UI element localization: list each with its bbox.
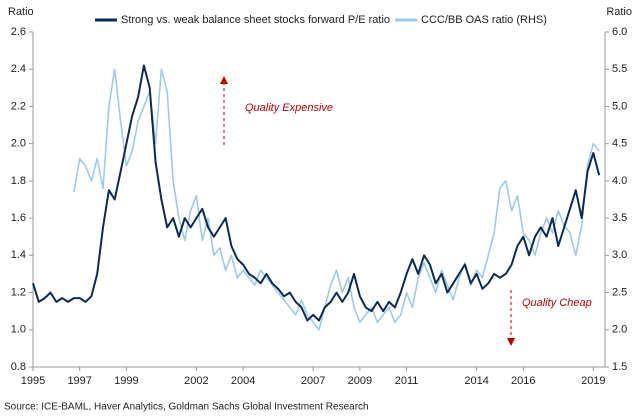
legend-label: Strong vs. weak balance sheet stocks for…	[121, 14, 390, 26]
x-tick-label: 2002	[184, 375, 208, 387]
y2-tick-label: 2.0	[612, 324, 627, 336]
series-line	[73, 68, 600, 331]
x-tick-label: 2019	[581, 375, 605, 387]
x-tick-label: 2004	[231, 375, 255, 387]
y-tick-label: 1.6	[11, 212, 26, 224]
annotation: Quality Expensive	[245, 102, 333, 114]
y2-tick-label: 3.5	[612, 212, 627, 224]
x-tick-label: 2009	[348, 375, 372, 387]
y-tick-label: 2.2	[11, 100, 26, 112]
y-tick-label: 2.4	[11, 63, 26, 75]
y-axis-label: Ratio	[8, 6, 34, 18]
y-tick-label: 0.8	[11, 361, 26, 373]
y2-tick-label: 5.5	[612, 63, 627, 75]
source-note: Source: ICE-BAML, Haver Analytics, Goldm…	[4, 402, 369, 413]
y2-tick-label: 3.0	[612, 249, 627, 261]
x-tick-label: 1997	[67, 375, 91, 387]
y2-tick-label: 5.0	[612, 100, 627, 112]
x-tick-label: 2014	[464, 375, 488, 387]
y-tick-label: 2.0	[11, 138, 26, 150]
y-tick-label: 1.4	[11, 249, 26, 261]
y2-tick-label: 4.5	[612, 138, 627, 150]
x-tick-label: 2011	[395, 375, 419, 387]
x-tick-label: 1995	[21, 375, 45, 387]
y2-tick-label: 4.0	[612, 175, 627, 187]
y2-tick-label: 1.5	[612, 361, 627, 373]
series-line	[32, 64, 601, 322]
legend-label: CCC/BB OAS ratio (RHS)	[421, 14, 547, 26]
y2-tick-label: 2.5	[612, 286, 627, 298]
y-tick-label: 1.2	[11, 286, 26, 298]
y-tick-label: 2.6	[11, 26, 26, 38]
y-tick-label: 1.8	[11, 175, 26, 187]
y2-axis-label: Ratio	[606, 6, 632, 18]
y-tick-label: 1.0	[11, 324, 26, 336]
x-tick-label: 1999	[114, 375, 138, 387]
y2-tick-label: 6.0	[612, 26, 627, 38]
x-tick-label: 2016	[511, 375, 535, 387]
annotation: Quality Cheap	[522, 297, 592, 309]
x-tick-label: 2007	[301, 375, 325, 387]
